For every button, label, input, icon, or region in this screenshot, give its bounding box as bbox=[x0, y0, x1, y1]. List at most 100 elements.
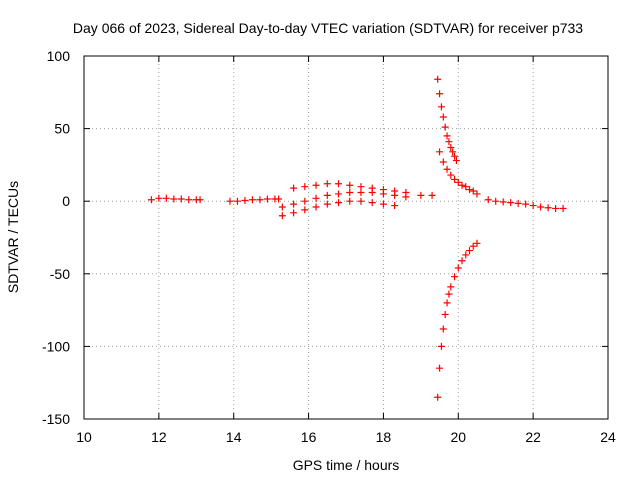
plot-frame bbox=[83, 55, 609, 420]
data-point bbox=[499, 198, 507, 206]
y-tick-labels: 100 50 0 -50 -100 -150 bbox=[42, 48, 70, 427]
data-point bbox=[462, 251, 470, 259]
x-axis-label: GPS time / hours bbox=[293, 457, 400, 473]
data-point bbox=[226, 197, 234, 205]
data-point bbox=[323, 200, 331, 208]
series-segment-d bbox=[278, 188, 410, 211]
data-point bbox=[185, 196, 193, 204]
x-tick-labels: 10 12 14 16 18 20 22 24 bbox=[76, 429, 616, 445]
data-point bbox=[312, 203, 320, 211]
data-point bbox=[514, 199, 522, 207]
data-point bbox=[335, 199, 343, 207]
data-point bbox=[469, 187, 477, 195]
data-point bbox=[559, 204, 567, 212]
data-point bbox=[275, 195, 283, 203]
data-point bbox=[147, 196, 155, 204]
data-point bbox=[445, 138, 453, 146]
series-segment-h bbox=[436, 148, 481, 198]
y-tick-label: -100 bbox=[42, 338, 70, 354]
data-point bbox=[507, 199, 515, 207]
data-point bbox=[335, 180, 343, 188]
data-point bbox=[346, 188, 354, 196]
data-point bbox=[290, 209, 298, 217]
series-segment-g bbox=[434, 75, 460, 165]
data-point bbox=[335, 190, 343, 198]
data-point bbox=[447, 143, 455, 151]
data-point bbox=[323, 191, 331, 199]
data-point bbox=[417, 191, 425, 199]
x-tick-label: 14 bbox=[226, 429, 242, 445]
data-point bbox=[301, 183, 309, 191]
series-segment-c bbox=[290, 180, 410, 196]
chart-title: Day 066 of 2023, Sidereal Day-to-day VTE… bbox=[73, 20, 583, 36]
data-point bbox=[402, 193, 410, 201]
data-point bbox=[443, 165, 451, 173]
data-point bbox=[177, 195, 185, 203]
y-tick-label: -50 bbox=[50, 266, 70, 282]
data-point bbox=[441, 310, 449, 318]
data-point bbox=[439, 113, 447, 121]
series-segment-b bbox=[226, 195, 283, 205]
data-point bbox=[290, 200, 298, 208]
series-segment-i bbox=[484, 196, 567, 212]
data-point bbox=[466, 186, 474, 194]
data-point bbox=[368, 188, 376, 196]
data-point bbox=[278, 203, 286, 211]
data-point bbox=[312, 194, 320, 202]
data-point bbox=[462, 183, 470, 191]
data-point bbox=[368, 199, 376, 207]
data-point bbox=[241, 196, 249, 204]
data-point bbox=[439, 158, 447, 166]
data-point bbox=[445, 290, 453, 298]
axis-ticks bbox=[83, 55, 609, 420]
data-points bbox=[147, 75, 567, 401]
y-tick-label: 50 bbox=[54, 121, 70, 137]
y-tick-label: 0 bbox=[62, 193, 70, 209]
data-point bbox=[379, 200, 387, 208]
data-point bbox=[170, 195, 178, 203]
data-point bbox=[484, 196, 492, 204]
data-point bbox=[391, 202, 399, 210]
data-point bbox=[256, 196, 264, 204]
y-tick-label: -150 bbox=[42, 411, 70, 427]
data-point bbox=[454, 264, 462, 272]
data-point bbox=[441, 123, 449, 131]
y-tick-label: 100 bbox=[47, 48, 71, 64]
y-axis-label: SDTVAR / TECUs bbox=[5, 181, 21, 293]
data-point bbox=[473, 190, 481, 198]
data-point bbox=[437, 342, 445, 350]
data-point bbox=[443, 132, 451, 140]
series-segment-j bbox=[434, 239, 481, 401]
data-point bbox=[447, 283, 455, 291]
data-point bbox=[278, 212, 286, 220]
data-point bbox=[301, 206, 309, 214]
data-point bbox=[552, 204, 560, 212]
data-point bbox=[428, 191, 436, 199]
data-point bbox=[439, 325, 447, 333]
data-point bbox=[458, 257, 466, 265]
series-segment-a bbox=[147, 194, 204, 204]
data-point bbox=[436, 364, 444, 372]
data-point bbox=[454, 178, 462, 186]
data-point bbox=[379, 190, 387, 198]
data-point bbox=[469, 242, 477, 250]
data-point bbox=[346, 197, 354, 205]
data-point bbox=[162, 194, 170, 202]
data-point bbox=[443, 299, 451, 307]
data-point bbox=[290, 184, 298, 192]
data-point bbox=[391, 191, 399, 199]
data-point bbox=[449, 148, 457, 156]
data-point bbox=[357, 188, 365, 196]
x-tick-label: 24 bbox=[600, 429, 616, 445]
data-point bbox=[346, 181, 354, 189]
data-point bbox=[451, 152, 459, 160]
data-point bbox=[544, 204, 552, 212]
data-point bbox=[452, 157, 460, 165]
data-point bbox=[537, 203, 545, 211]
grid-layer bbox=[84, 56, 608, 419]
data-point bbox=[263, 195, 271, 203]
data-point bbox=[451, 273, 459, 281]
data-point bbox=[357, 197, 365, 205]
data-point bbox=[529, 202, 537, 210]
